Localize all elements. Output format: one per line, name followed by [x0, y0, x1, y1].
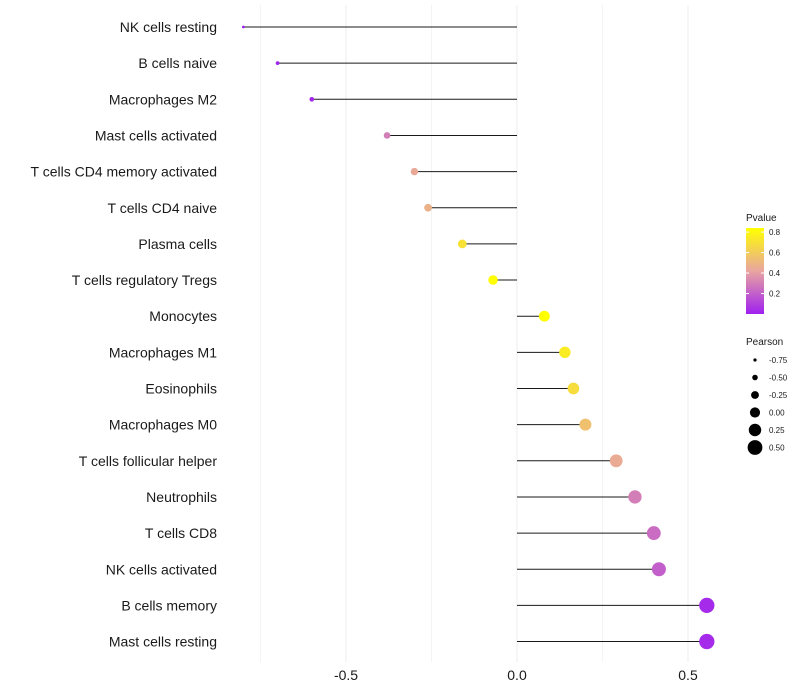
lollipop-dot: [567, 382, 580, 395]
lollipop-dot: [275, 61, 280, 66]
x-tick-label: 0.0: [507, 667, 527, 683]
lollipop-dot: [410, 167, 419, 176]
x-tick-label: -0.5: [334, 667, 358, 683]
lollipop-dot: [424, 203, 432, 212]
lollipop-dot: [609, 454, 623, 468]
pearson-legend-label: -0.75: [769, 356, 788, 365]
pvalue-colorbar: [746, 228, 764, 314]
category-label: Eosinophils: [145, 381, 217, 397]
lollipop-dot: [628, 490, 642, 504]
category-label: Macrophages M1: [109, 344, 217, 360]
lollipop-dot: [538, 310, 550, 322]
pearson-legend-dot: [752, 374, 758, 381]
pvalue-tick-label: 0.6: [769, 249, 781, 258]
category-labels: NK cells resting B cells naive Macrophages…: [31, 19, 218, 650]
pearson-legend-title: Pearson: [746, 337, 783, 348]
lollipop-dot: [242, 25, 245, 29]
lollipop-dots: [242, 25, 715, 650]
pearson-legend-label: 0.50: [769, 444, 785, 453]
pvalue-tick-label: 0.4: [769, 269, 781, 278]
lollipop-dot: [699, 633, 715, 650]
grid-lines: [260, 5, 689, 662]
lollipop-dot: [457, 239, 467, 249]
lollipop-stems: [243, 26, 707, 643]
category-label: NK cells activated: [106, 561, 217, 577]
category-label: T cells regulatory Tregs: [72, 272, 217, 288]
pearson-legend-dot: [751, 391, 759, 399]
pearson-legend-dot: [749, 407, 761, 418]
pearson-legend-dot: [753, 358, 757, 362]
pearson-legend-label: 0.00: [769, 409, 785, 418]
category-label: B cells memory: [121, 597, 217, 613]
pvalue-legend-title: Pvalue: [746, 213, 777, 224]
lollipop-dot: [488, 275, 498, 285]
pvalue-tick-label: 0.2: [769, 290, 781, 299]
lollipop-dot: [651, 562, 666, 577]
pearson-legend-label: 0.25: [769, 426, 785, 435]
lollipop-dot: [579, 418, 592, 431]
category-label: T cells follicular helper: [79, 453, 218, 469]
category-label: T cells CD4 memory activated: [31, 164, 217, 180]
lollipop-dot: [646, 526, 661, 541]
pearson-legend-label: -0.25: [769, 391, 788, 400]
category-label: B cells naive: [138, 55, 217, 71]
category-label: Neutrophils: [146, 489, 217, 505]
category-label: T cells CD4 naive: [108, 200, 218, 216]
pearson-legend: Pearson -0.75 -0.50 -0.25 0.00 0.25 0.50: [746, 337, 788, 455]
category-label: Macrophages M0: [109, 417, 217, 433]
pvalue-tick-label: 0.8: [769, 228, 781, 237]
pearson-legend-label: -0.50: [769, 374, 788, 383]
lollipop-dot: [699, 597, 715, 614]
category-label: Monocytes: [149, 308, 217, 324]
lollipop-dot: [309, 96, 315, 102]
pearson-legend-dot: [747, 440, 763, 455]
category-label: NK cells resting: [120, 19, 217, 35]
category-label: Macrophages M2: [109, 91, 217, 107]
lollipop-dot: [559, 346, 571, 359]
category-label: Mast cells resting: [109, 634, 217, 650]
category-label: T cells CD8: [145, 525, 217, 541]
x-tick-label: 0.5: [678, 667, 698, 683]
lollipop-dot: [383, 132, 391, 139]
category-label: Plasma cells: [138, 236, 217, 252]
pvalue-legend: Pvalue 0.8 0.6 0.4 0.2: [746, 213, 781, 314]
x-axis-ticks: -0.5 0.0 0.5: [334, 667, 698, 683]
pearson-legend-dot: [748, 423, 762, 437]
category-label: Mast cells activated: [95, 127, 217, 143]
